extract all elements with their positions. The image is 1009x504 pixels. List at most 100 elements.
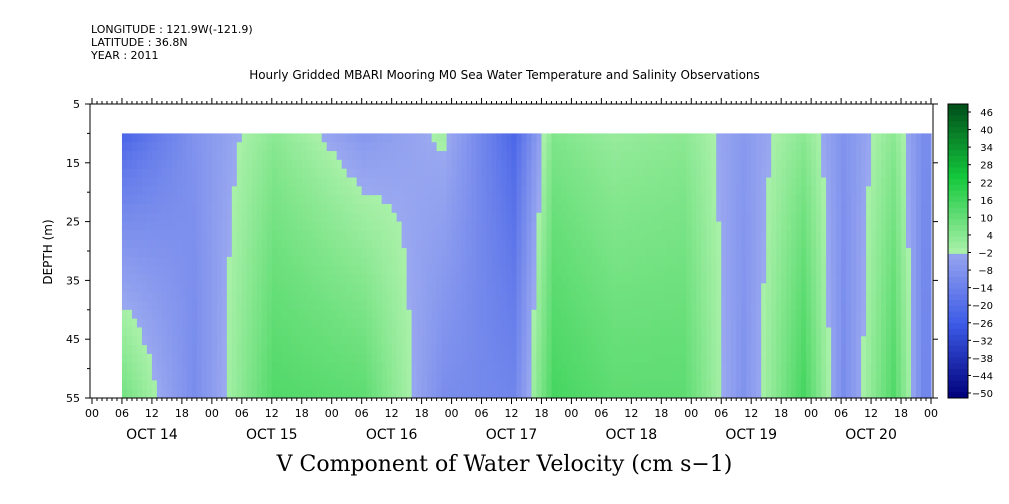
heatmap-cell bbox=[566, 327, 573, 337]
heatmap-cell bbox=[121, 389, 128, 398]
heatmap-cell bbox=[781, 142, 787, 152]
heatmap-cell bbox=[766, 292, 772, 302]
heatmap-cell bbox=[441, 159, 448, 170]
heatmap-cell bbox=[426, 380, 433, 390]
heatmap-cell bbox=[426, 177, 433, 187]
heatmap-cell bbox=[236, 248, 243, 258]
heatmap-cell bbox=[126, 186, 133, 196]
heatmap-cell bbox=[916, 362, 922, 373]
heatmap-cell bbox=[291, 265, 298, 276]
heatmap-cell bbox=[731, 265, 737, 276]
heatmap-cell bbox=[896, 292, 902, 302]
heatmap-cell bbox=[466, 133, 473, 143]
heatmap-cell bbox=[756, 239, 762, 249]
heatmap-cell bbox=[816, 345, 822, 355]
heatmap-cell bbox=[676, 371, 682, 381]
heatmap-cell bbox=[496, 309, 503, 320]
heatmap-cell bbox=[501, 389, 508, 398]
heatmap-cell bbox=[761, 133, 767, 143]
heatmap-cell bbox=[526, 142, 533, 152]
heatmap-cell bbox=[261, 239, 268, 249]
heatmap-cell bbox=[321, 327, 328, 337]
heatmap-cell bbox=[751, 389, 757, 398]
heatmap-cell bbox=[821, 221, 827, 232]
heatmap-cell bbox=[886, 274, 892, 284]
heatmap-cell bbox=[126, 380, 133, 390]
heatmap-cell bbox=[601, 345, 607, 355]
heatmap-cell bbox=[216, 318, 223, 329]
heatmap-cell bbox=[616, 336, 622, 346]
heatmap-cell bbox=[226, 265, 233, 276]
heatmap-cell bbox=[481, 371, 488, 381]
heatmap-cell bbox=[541, 362, 548, 373]
heatmap-cell bbox=[496, 151, 503, 161]
heatmap-cell bbox=[541, 318, 548, 329]
heatmap-cell bbox=[466, 362, 473, 373]
heatmap-cell bbox=[436, 309, 443, 320]
heatmap-cell bbox=[361, 151, 368, 161]
heatmap-cell bbox=[191, 274, 198, 284]
heatmap-cell bbox=[536, 177, 543, 187]
heatmap-cell bbox=[781, 203, 787, 214]
heatmap-cell bbox=[856, 151, 862, 161]
heatmap-cell bbox=[716, 283, 722, 293]
heatmap-cell bbox=[286, 318, 293, 329]
heatmap-cell bbox=[916, 327, 922, 337]
heatmap-cell bbox=[861, 371, 867, 381]
heatmap-cell bbox=[926, 345, 932, 355]
heatmap-cell bbox=[731, 371, 737, 381]
heatmap-cell bbox=[776, 300, 782, 311]
heatmap-cell bbox=[356, 371, 363, 381]
heatmap-cell bbox=[456, 195, 463, 205]
heatmap-cell bbox=[756, 256, 762, 267]
heatmap-cell bbox=[566, 133, 573, 143]
heatmap-cell bbox=[581, 230, 588, 240]
heatmap-cell bbox=[661, 283, 667, 293]
heatmap-cell bbox=[631, 168, 637, 179]
heatmap-cell bbox=[626, 336, 632, 346]
heatmap-cell bbox=[246, 142, 253, 152]
heatmap-cell bbox=[291, 212, 298, 223]
heatmap-cell bbox=[846, 327, 852, 337]
heatmap-cell bbox=[191, 212, 198, 223]
heatmap-cell bbox=[866, 265, 872, 276]
heatmap-cell bbox=[536, 300, 543, 311]
heatmap-cell bbox=[321, 212, 328, 223]
heatmap-cell bbox=[731, 186, 737, 196]
heatmap-cell bbox=[376, 283, 383, 293]
heatmap-cell bbox=[921, 353, 927, 364]
heatmap-cell bbox=[746, 159, 752, 170]
heatmap-cell bbox=[806, 203, 812, 214]
heatmap-cell bbox=[856, 256, 862, 267]
heatmap-cell bbox=[861, 265, 867, 276]
heatmap-cell bbox=[456, 221, 463, 232]
heatmap-cell bbox=[926, 283, 932, 293]
heatmap-cell bbox=[506, 371, 513, 381]
heatmap-cell bbox=[226, 292, 233, 302]
heatmap-cell bbox=[186, 248, 193, 258]
heatmap-cell bbox=[751, 221, 757, 232]
heatmap-cell bbox=[781, 168, 787, 179]
heatmap-cell bbox=[891, 274, 897, 284]
heatmap-cell bbox=[351, 265, 358, 276]
heatmap-cell bbox=[876, 168, 882, 179]
heatmap-cell bbox=[361, 283, 368, 293]
heatmap-cell bbox=[266, 362, 273, 373]
heatmap-cell bbox=[541, 203, 548, 214]
heatmap-cell bbox=[356, 265, 363, 276]
heatmap-cell bbox=[186, 168, 193, 179]
heatmap-cell bbox=[826, 186, 832, 196]
heatmap-cell bbox=[321, 195, 328, 205]
heatmap-cell bbox=[121, 177, 128, 187]
heatmap-cell bbox=[421, 151, 428, 161]
heatmap-cell bbox=[816, 203, 822, 214]
heatmap-cell bbox=[756, 274, 762, 284]
heatmap-cell bbox=[921, 265, 927, 276]
heatmap-cell bbox=[326, 221, 333, 232]
heatmap-cell bbox=[616, 362, 622, 373]
heatmap-cell bbox=[541, 186, 548, 196]
heatmap-cell bbox=[416, 283, 423, 293]
heatmap-cell bbox=[831, 353, 837, 364]
heatmap-cell bbox=[361, 133, 368, 143]
heatmap-cell bbox=[741, 283, 747, 293]
